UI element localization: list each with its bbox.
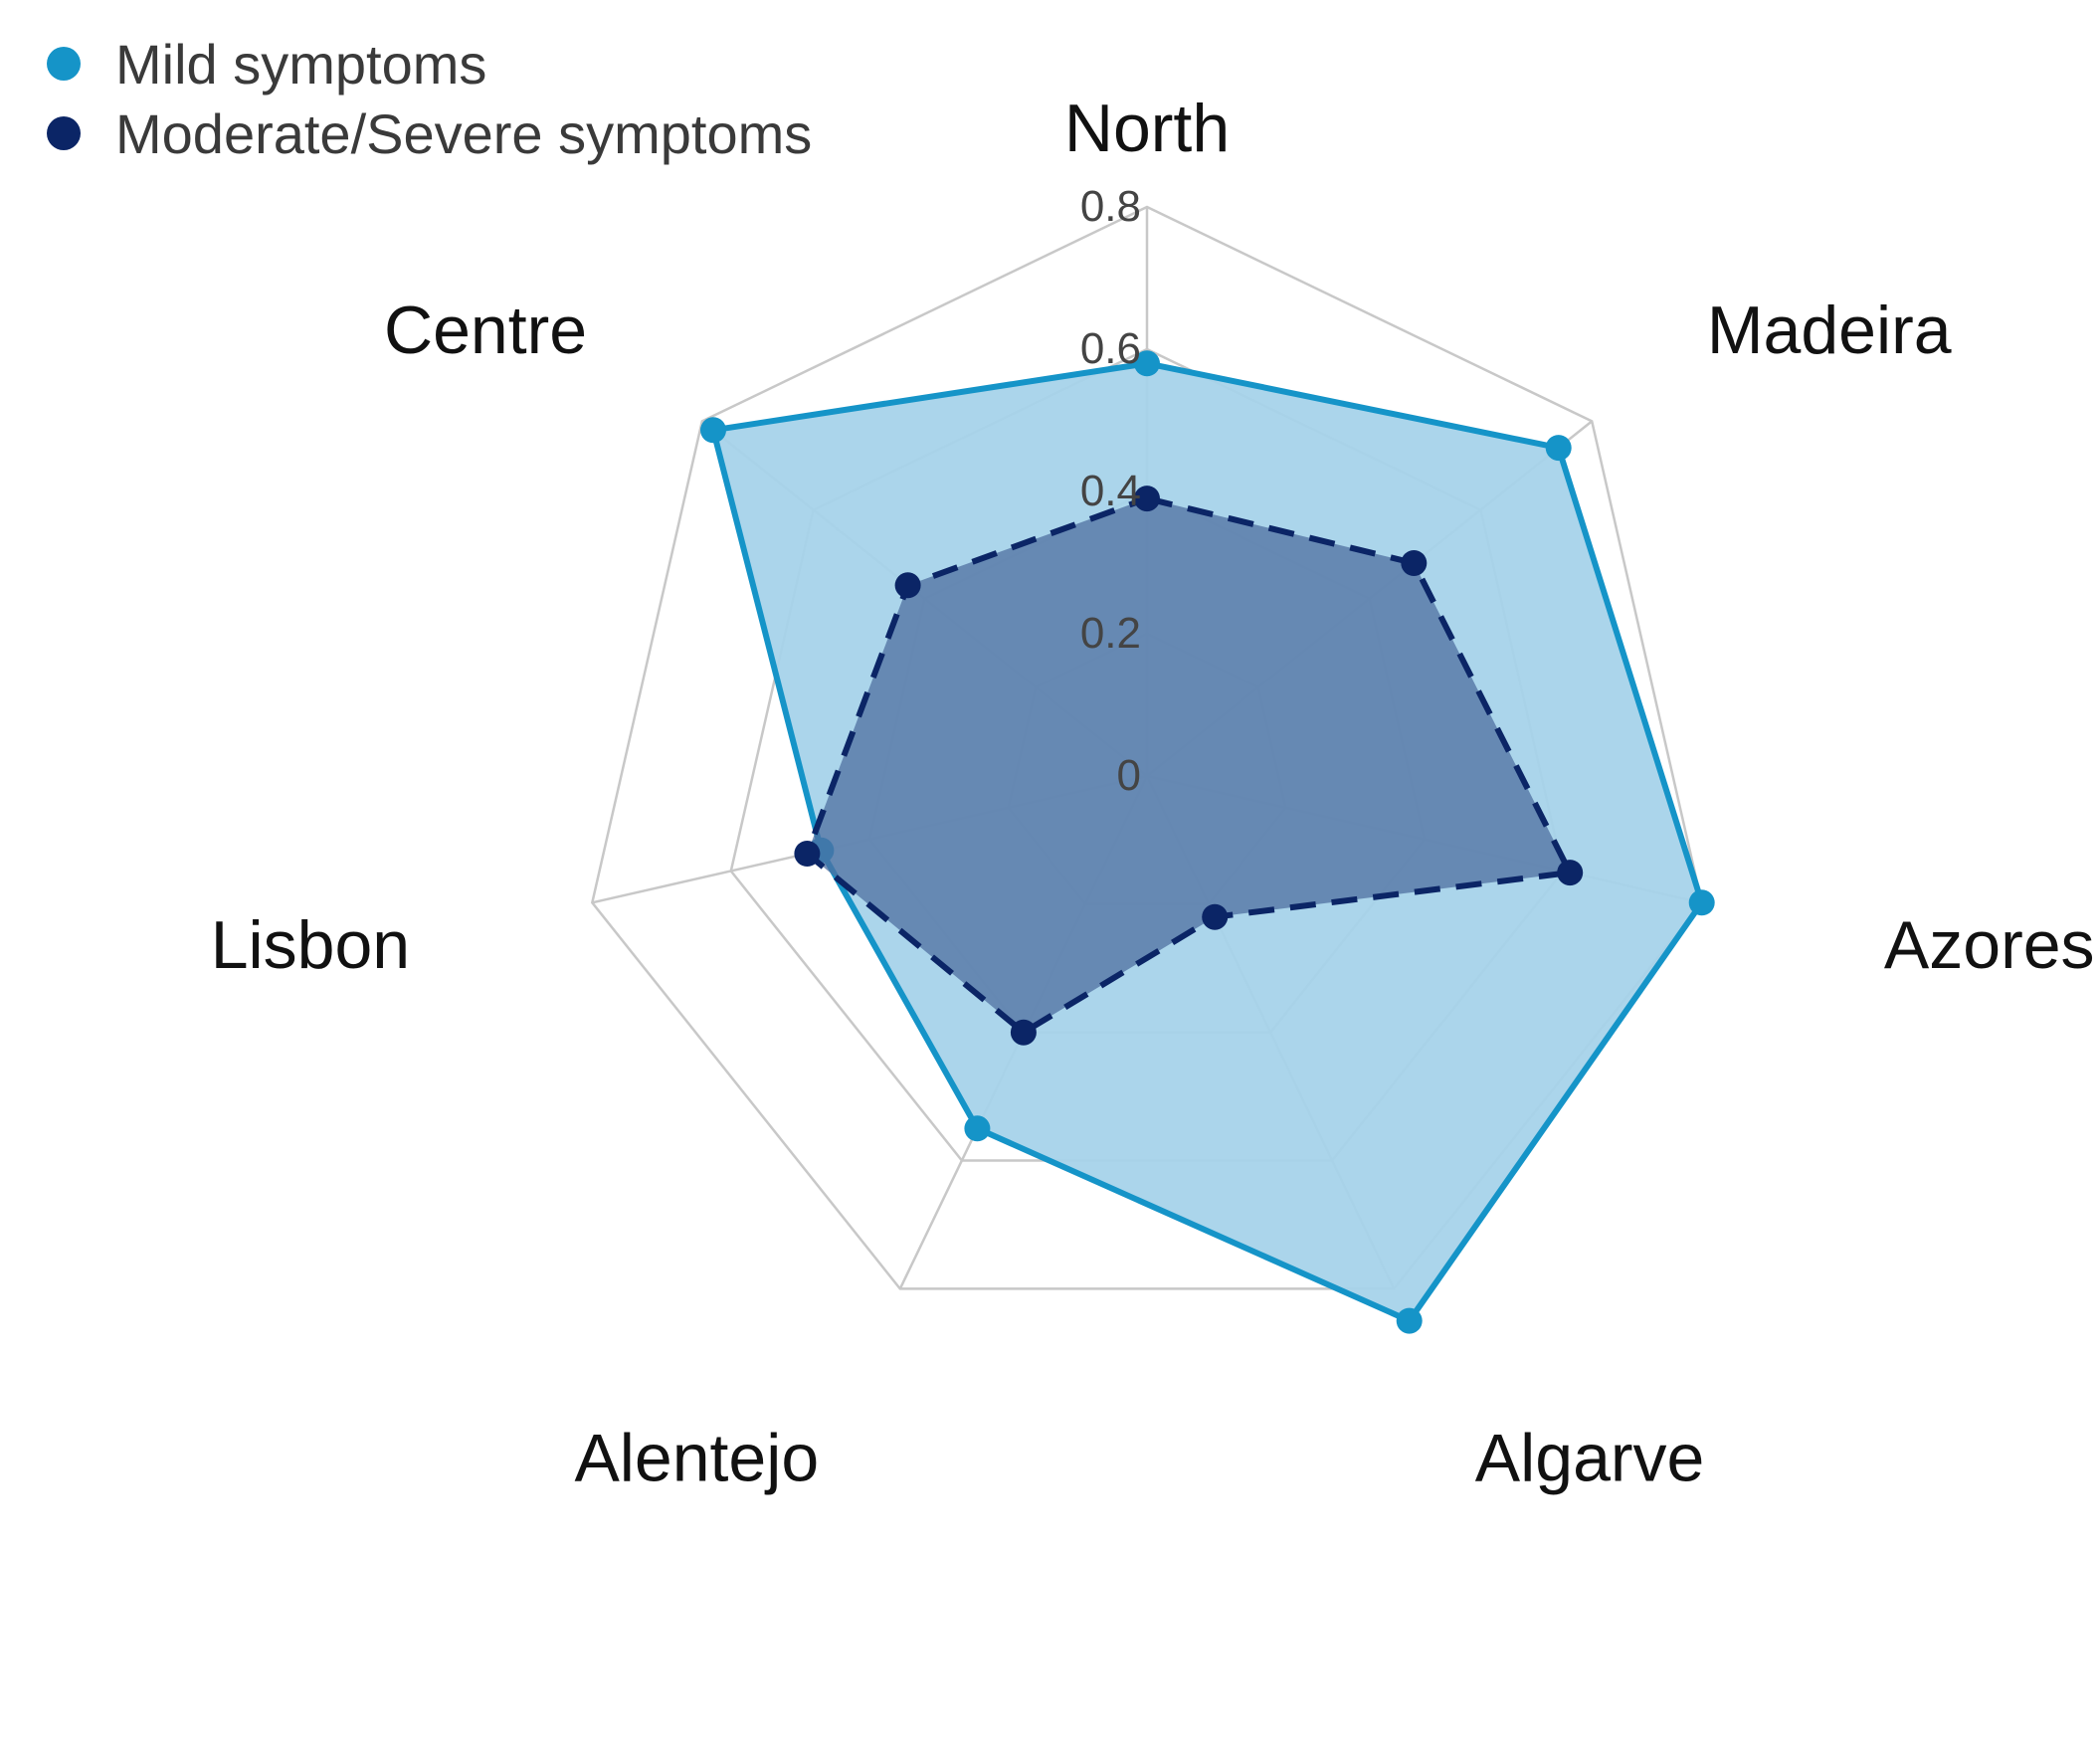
tick-label-4: 0.8 bbox=[1080, 182, 1141, 231]
series-0-point-3 bbox=[1396, 1307, 1423, 1334]
axis-labels: North Madeira Azores Algarve Alentejo Lisbon C… bbox=[211, 91, 2095, 1496]
series-1-point-2 bbox=[1557, 860, 1584, 886]
tick-label-1: 0.2 bbox=[1080, 609, 1141, 658]
series-0-point-2 bbox=[1688, 889, 1715, 916]
tick-label-3: 0.6 bbox=[1080, 324, 1141, 373]
series-0-point-4 bbox=[964, 1115, 991, 1142]
axis-label-alentejo: Alentejo bbox=[574, 1421, 819, 1496]
series-1-point-5 bbox=[794, 841, 821, 867]
series-area-1 bbox=[807, 498, 1571, 1033]
series-1-point-0 bbox=[1134, 486, 1160, 512]
series-1-point-3 bbox=[1202, 903, 1229, 930]
series-line-0 bbox=[710, 360, 1705, 1324]
series-1-point-6 bbox=[894, 572, 921, 599]
series-layer bbox=[700, 350, 1715, 1334]
series-1-point-4 bbox=[1010, 1019, 1037, 1046]
series-1-point-1 bbox=[1401, 550, 1428, 576]
series-0-point-6 bbox=[700, 417, 726, 444]
series-0-point-1 bbox=[1545, 435, 1572, 462]
legend-label-0: Mild symptoms bbox=[115, 33, 486, 96]
axis-label-algarve: Algarve bbox=[1475, 1421, 1705, 1496]
tick-label-2: 0.4 bbox=[1080, 467, 1141, 515]
axis-label-madeira: Madeira bbox=[1707, 292, 1952, 368]
axis-label-north: North bbox=[1064, 91, 1230, 166]
axis-label-azores: Azores bbox=[1884, 907, 2095, 983]
tick-labels: 0 0.2 0.4 0.6 0.8 bbox=[1080, 182, 1141, 800]
tick-label-0: 0 bbox=[1117, 751, 1141, 800]
legend-marker-1 bbox=[47, 116, 81, 150]
series-0-point-0 bbox=[1134, 350, 1160, 377]
axis-label-lisbon: Lisbon bbox=[211, 907, 410, 983]
grid-ring-4 bbox=[590, 205, 1704, 1290]
axis-label-centre: Centre bbox=[384, 292, 587, 368]
series-1 bbox=[794, 486, 1584, 1046]
series-line-1 bbox=[804, 495, 1574, 1036]
legend-marker-0 bbox=[47, 47, 81, 81]
legend-label-1: Moderate/Severe symptoms bbox=[115, 102, 812, 165]
